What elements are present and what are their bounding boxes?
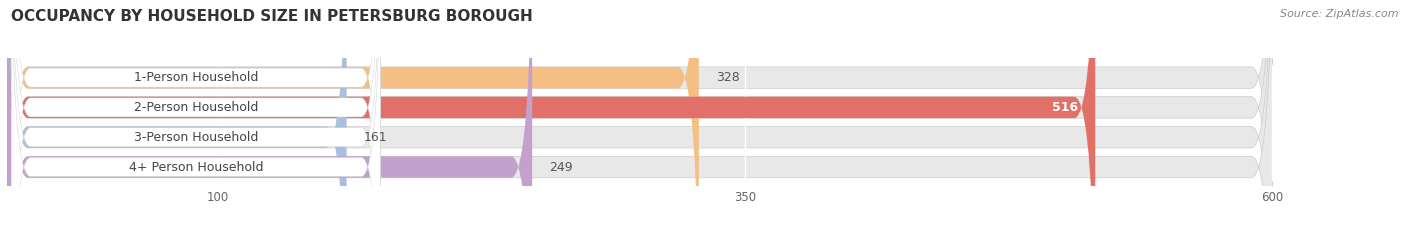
Text: 1-Person Household: 1-Person Household xyxy=(134,71,257,84)
FancyBboxPatch shape xyxy=(7,0,531,233)
Text: OCCUPANCY BY HOUSEHOLD SIZE IN PETERSBURG BOROUGH: OCCUPANCY BY HOUSEHOLD SIZE IN PETERSBUR… xyxy=(11,9,533,24)
Text: 3-Person Household: 3-Person Household xyxy=(134,131,257,144)
Text: 161: 161 xyxy=(363,131,387,144)
FancyBboxPatch shape xyxy=(11,0,380,233)
FancyBboxPatch shape xyxy=(11,0,380,233)
FancyBboxPatch shape xyxy=(7,0,1272,233)
FancyBboxPatch shape xyxy=(7,0,1095,233)
FancyBboxPatch shape xyxy=(7,0,1272,233)
FancyBboxPatch shape xyxy=(11,0,380,233)
Text: Source: ZipAtlas.com: Source: ZipAtlas.com xyxy=(1281,9,1399,19)
Text: 516: 516 xyxy=(1052,101,1078,114)
FancyBboxPatch shape xyxy=(7,0,1272,233)
Text: 328: 328 xyxy=(716,71,740,84)
FancyBboxPatch shape xyxy=(7,0,346,233)
Text: 249: 249 xyxy=(548,161,572,174)
Text: 4+ Person Household: 4+ Person Household xyxy=(128,161,263,174)
FancyBboxPatch shape xyxy=(7,0,699,233)
Text: 2-Person Household: 2-Person Household xyxy=(134,101,257,114)
FancyBboxPatch shape xyxy=(11,0,380,233)
FancyBboxPatch shape xyxy=(7,0,1272,233)
